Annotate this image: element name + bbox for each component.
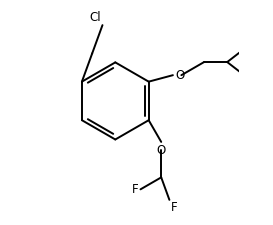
Text: Cl: Cl xyxy=(89,11,101,24)
Text: F: F xyxy=(171,201,177,214)
Text: F: F xyxy=(132,183,138,196)
Text: O: O xyxy=(176,69,185,82)
Text: O: O xyxy=(157,144,166,157)
